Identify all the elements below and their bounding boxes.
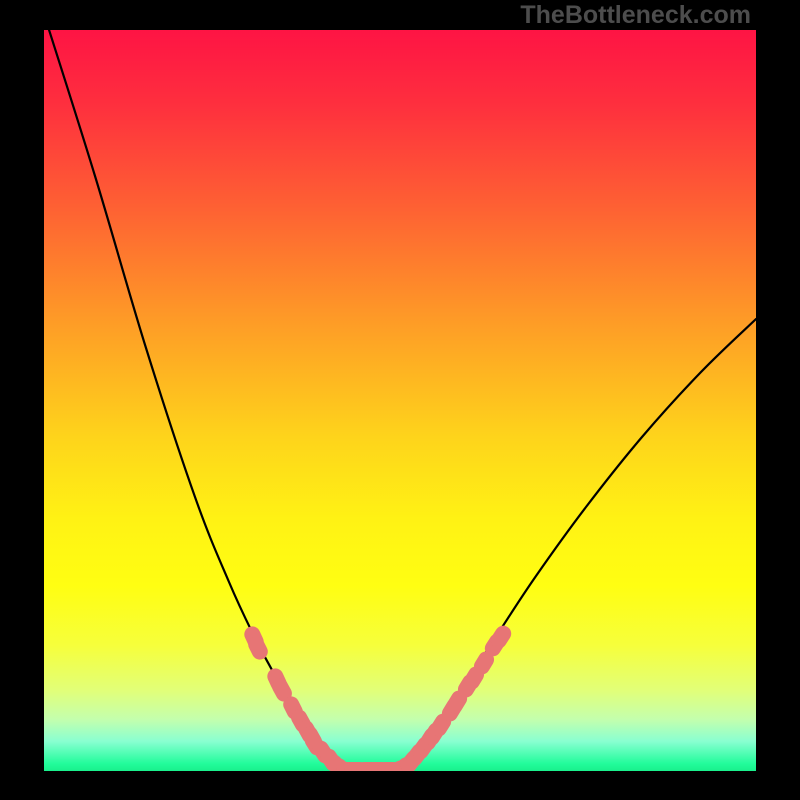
marker-capsule: [482, 660, 486, 667]
marker-capsule: [280, 686, 284, 693]
watermark-text: TheBottleneck.com: [520, 1, 751, 30]
chart-plot: [0, 0, 800, 800]
gradient-background: [44, 30, 756, 771]
marker-capsule: [472, 675, 476, 682]
marker-capsule: [291, 704, 295, 711]
marker-capsule: [256, 644, 260, 651]
chart-container: TheBottleneck.com: [0, 0, 800, 800]
marker-capsule: [439, 722, 443, 729]
marker-capsule: [455, 699, 459, 706]
marker-capsule: [499, 634, 503, 641]
